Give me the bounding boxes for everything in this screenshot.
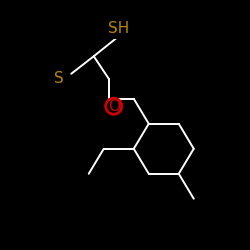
Text: SH: SH [108, 21, 130, 36]
Text: S: S [54, 71, 64, 86]
Circle shape [106, 98, 122, 114]
Text: O: O [108, 99, 120, 114]
